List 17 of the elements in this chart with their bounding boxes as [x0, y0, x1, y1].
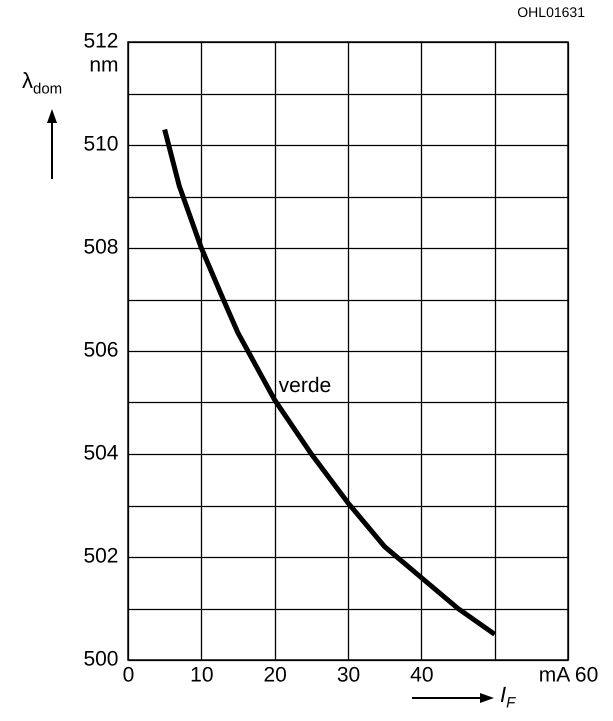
y-axis-title: λ$_{dom}$	[22, 68, 62, 98]
x-tick-label: 30	[336, 664, 360, 686]
series-label: verde	[278, 374, 332, 397]
x-tick-label: 40	[410, 664, 434, 686]
y-tick-label: 508	[83, 236, 118, 258]
x-tick-label: mA 60	[538, 664, 598, 686]
y-tick-label: 504	[83, 442, 119, 464]
text: OHL01631	[517, 4, 585, 20]
y-tick-label: 506	[83, 338, 118, 362]
x-axis-title: I$_{F}$	[500, 682, 516, 712]
y-tick-label: 510	[83, 132, 118, 156]
x-tick-label: 20	[263, 664, 287, 686]
y-tick-label: 500	[83, 648, 118, 670]
y-tick-label: 502	[83, 544, 118, 568]
y-tick-label: 512 nm	[83, 30, 118, 76]
x-tick-label: 0	[122, 664, 134, 686]
x-tick-label: 10	[190, 664, 214, 686]
